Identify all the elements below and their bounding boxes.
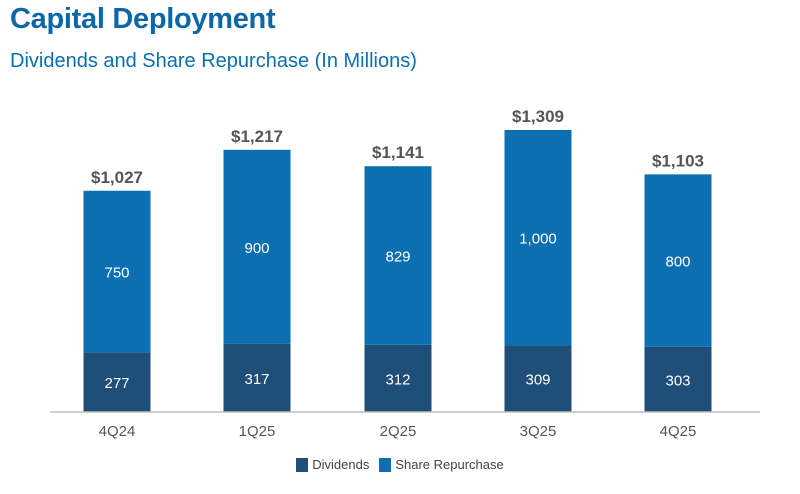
x-tick-2q25: 2Q25	[380, 423, 417, 440]
bar-dividends-4q25	[644, 346, 712, 412]
x-tick-1q25: 1Q25	[239, 423, 276, 440]
legend-item-share-repurchase: Share Repurchase	[379, 457, 504, 472]
page-title: Capital Deployment	[10, 3, 276, 35]
bar-dividends-4q24	[83, 352, 151, 412]
data-label-dividends-1q25: 317	[244, 371, 269, 388]
bar-share-repurchase-2q25	[364, 166, 432, 345]
data-label-dividends-4q24: 277	[104, 375, 129, 392]
total-label-1q25: $1,217	[231, 127, 283, 146]
x-tick-4q24: 4Q24	[99, 423, 136, 440]
total-label-2q25: $1,141	[372, 143, 424, 162]
bar-share-repurchase-3q25	[504, 130, 572, 346]
data-label-share-repurchase-4q25: 800	[665, 254, 690, 271]
total-label-4q24: $1,027	[91, 168, 143, 187]
data-label-dividends-4q25: 303	[665, 372, 690, 389]
bar-dividends-1q25	[223, 343, 291, 412]
bar-share-repurchase-4q24	[83, 190, 151, 353]
bar-dividends-3q25	[504, 345, 572, 412]
legend-swatch-dividends	[296, 457, 309, 472]
bar-dividends-2q25	[364, 344, 432, 412]
x-tick-4q25: 4Q25	[660, 423, 697, 440]
x-tick-3q25: 3Q25	[520, 423, 557, 440]
page-subtitle: Dividends and Share Repurchase (In Milli…	[10, 50, 417, 72]
data-label-dividends-2q25: 312	[385, 371, 410, 388]
data-label-dividends-3q25: 309	[525, 372, 550, 389]
bar-share-repurchase-4q25	[644, 174, 712, 347]
data-label-share-repurchase-4q24: 750	[104, 265, 129, 282]
total-label-3q25: $1,309	[512, 107, 564, 126]
data-label-share-repurchase-2q25: 829	[385, 248, 410, 265]
total-label-4q25: $1,103	[652, 151, 704, 170]
bar-share-repurchase-1q25	[223, 149, 291, 344]
data-label-share-repurchase-3q25: 1,000	[519, 231, 557, 248]
data-label-share-repurchase-1q25: 900	[244, 240, 269, 257]
legend: Dividends Share Repurchase	[0, 457, 800, 472]
legend-item-dividends: Dividends	[296, 457, 369, 472]
legend-swatch-share-repurchase	[379, 457, 392, 472]
legend-label-share-repurchase: Share Repurchase	[395, 457, 504, 472]
legend-label-dividends: Dividends	[312, 457, 370, 472]
